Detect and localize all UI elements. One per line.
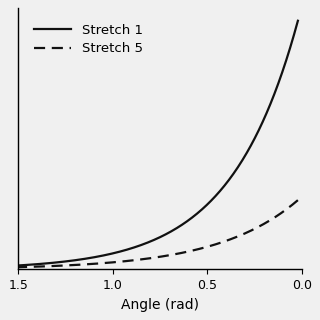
Stretch 1 — [296, 19, 300, 23]
Stretch 5 — [16, 265, 20, 269]
Stretch 1 — [162, 234, 165, 237]
Stretch 1 — [145, 241, 148, 245]
Stretch 1 — [130, 246, 133, 250]
Line: Stretch 1: Stretch 1 — [18, 21, 298, 266]
Stretch 5 — [67, 263, 71, 267]
Stretch 5 — [296, 198, 300, 202]
Stretch 5 — [162, 254, 165, 258]
Stretch 1 — [67, 259, 71, 263]
X-axis label: Angle (rad): Angle (rad) — [121, 298, 199, 312]
Stretch 1 — [23, 263, 27, 267]
Stretch 1 — [16, 264, 20, 268]
Stretch 5 — [130, 259, 133, 262]
Stretch 1 — [163, 233, 167, 236]
Stretch 5 — [163, 254, 167, 258]
Line: Stretch 5: Stretch 5 — [18, 200, 298, 267]
Stretch 5 — [23, 265, 27, 269]
Stretch 5 — [145, 257, 148, 260]
Legend: Stretch 1, Stretch 5: Stretch 1, Stretch 5 — [30, 20, 147, 59]
